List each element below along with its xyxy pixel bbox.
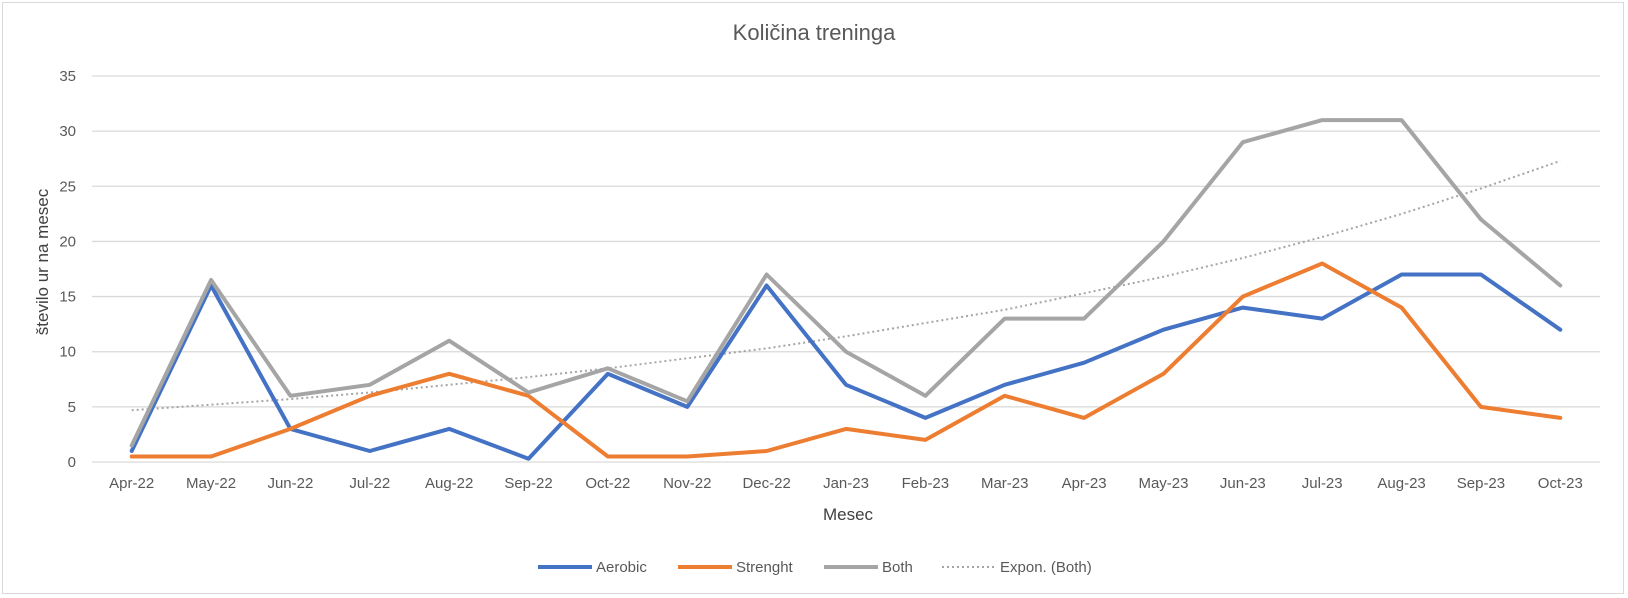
x-tick-label: Sep-22 [504, 475, 552, 492]
y-axis-label: število ur na mesec [33, 188, 52, 335]
legend: Aerobic Strenght Both Expon. (Both) [538, 559, 1092, 576]
x-tick-label: Dec-22 [742, 475, 790, 492]
y-tick-label: 25 [59, 178, 76, 195]
x-tick-label: Jul-22 [349, 475, 390, 492]
x-tick-label: Jun-22 [267, 475, 313, 492]
x-tick-label: Jan-23 [823, 475, 869, 492]
y-tick-label: 0 [68, 454, 76, 471]
x-tick-label: May-23 [1138, 475, 1188, 492]
gridlines [92, 75, 1600, 463]
series-line-both [129, 118, 1563, 448]
y-tick-label: 30 [59, 123, 76, 140]
x-tick-label: Jun-23 [1220, 475, 1266, 492]
x-tick-label: May-22 [186, 475, 236, 492]
legend-label-expon-both: Expon. (Both) [1000, 559, 1092, 576]
x-axis-label: Mesec [823, 505, 874, 524]
x-tick-label: Apr-22 [109, 475, 154, 492]
y-tick-label: 5 [68, 399, 76, 416]
x-tick-label: Jul-23 [1302, 475, 1343, 492]
x-tick-label: Nov-22 [663, 475, 711, 492]
legend-label-strenght: Strenght [736, 559, 794, 576]
x-tick-label: Sep-23 [1457, 475, 1505, 492]
x-tick-labels: Apr-22 May-22 Jun-22 Jul-22 Aug-22 Sep-22 Oct-… [109, 475, 1583, 492]
y-tick-labels: 0 5 10 15 20 25 30 35 [59, 68, 76, 471]
x-tick-label: Mar-23 [981, 475, 1029, 492]
x-tick-label: Oct-22 [585, 475, 630, 492]
y-tick-label: 20 [59, 233, 76, 250]
series-line-aerobic [129, 272, 1563, 461]
y-tick-label: 15 [59, 289, 76, 306]
legend-label-both: Both [882, 559, 913, 576]
legend-label-aerobic: Aerobic [596, 559, 647, 576]
y-tick-label: 35 [59, 68, 76, 85]
x-tick-label: Oct-23 [1538, 475, 1583, 492]
series-lines [129, 118, 1563, 461]
x-tick-label: Aug-22 [425, 475, 473, 492]
chart-title: Količina treninga [733, 20, 896, 45]
x-tick-label: Feb-23 [902, 475, 950, 492]
x-tick-label: Apr-23 [1062, 475, 1107, 492]
y-tick-label: 10 [59, 344, 76, 361]
series-line-expon-both [131, 159, 1561, 412]
series-line-strenght [129, 261, 1563, 459]
x-tick-label: Aug-23 [1377, 475, 1425, 492]
